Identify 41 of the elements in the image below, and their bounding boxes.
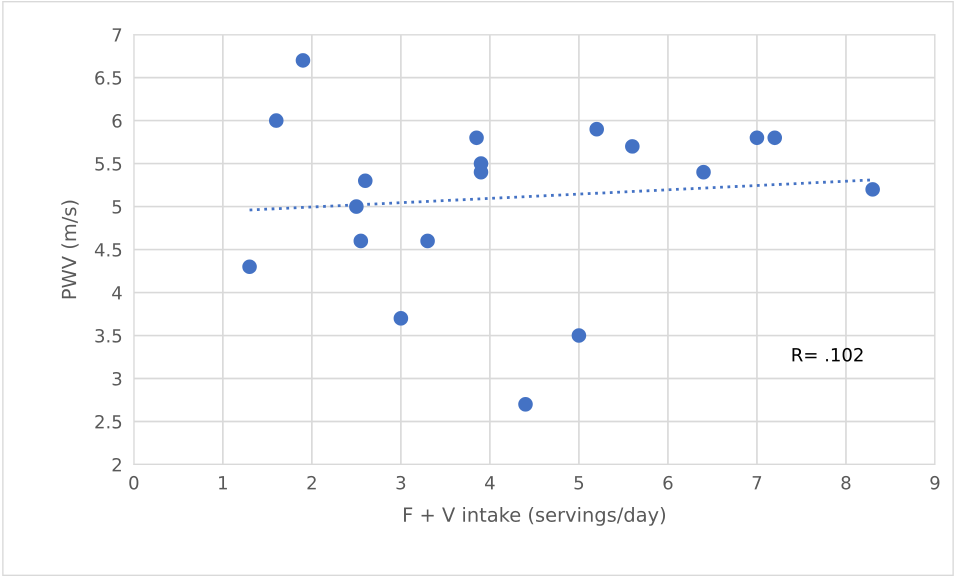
- point: [865, 182, 880, 197]
- point: [589, 122, 604, 136]
- x-tick-label: 7: [752, 476, 762, 490]
- x-tick-label: 5: [574, 476, 584, 490]
- point: [394, 311, 408, 326]
- y-tick-label: 7: [112, 28, 122, 42]
- x-tick-label: 2: [307, 476, 316, 490]
- x-tick-label: 4: [485, 476, 495, 490]
- point: [349, 199, 364, 214]
- point: [750, 130, 764, 146]
- point: [767, 130, 782, 146]
- y-tick-label: 2: [112, 458, 121, 472]
- x-tick-label: 6: [663, 476, 673, 490]
- x-tick-label: 8: [841, 476, 850, 490]
- y-tick-label: 6: [112, 114, 122, 128]
- y-tick-label: 5: [112, 200, 122, 214]
- point: [572, 328, 586, 343]
- x-tick-label: 9: [930, 476, 940, 490]
- point: [354, 234, 368, 248]
- point: [420, 234, 435, 248]
- y-tick-label: 4.5: [94, 243, 122, 257]
- x-tick-label: 0: [129, 476, 138, 490]
- point: [358, 173, 373, 188]
- point: [469, 130, 484, 146]
- y-tick-label: 2.5: [95, 414, 122, 429]
- x-tick-label: 1: [219, 476, 227, 490]
- x-tick-label: 3: [396, 476, 406, 490]
- point: [296, 53, 310, 68]
- y-tick-label: 6.5: [95, 71, 122, 85]
- annotation: R= .102: [792, 348, 863, 362]
- x-axis-title: F + V intake (servings/day): [404, 506, 666, 526]
- y-axis-title: PWV (m/s): [61, 200, 79, 298]
- y-tick-label: 5.5: [95, 157, 122, 171]
- y-tick-label: 4: [112, 286, 122, 300]
- point: [625, 139, 640, 154]
- y-tick-label: 3.5: [95, 328, 122, 343]
- point: [268, 113, 284, 128]
- point: [518, 397, 533, 412]
- point: [242, 259, 257, 274]
- y-tick-label: 3: [112, 372, 122, 386]
- point: [696, 164, 711, 180]
